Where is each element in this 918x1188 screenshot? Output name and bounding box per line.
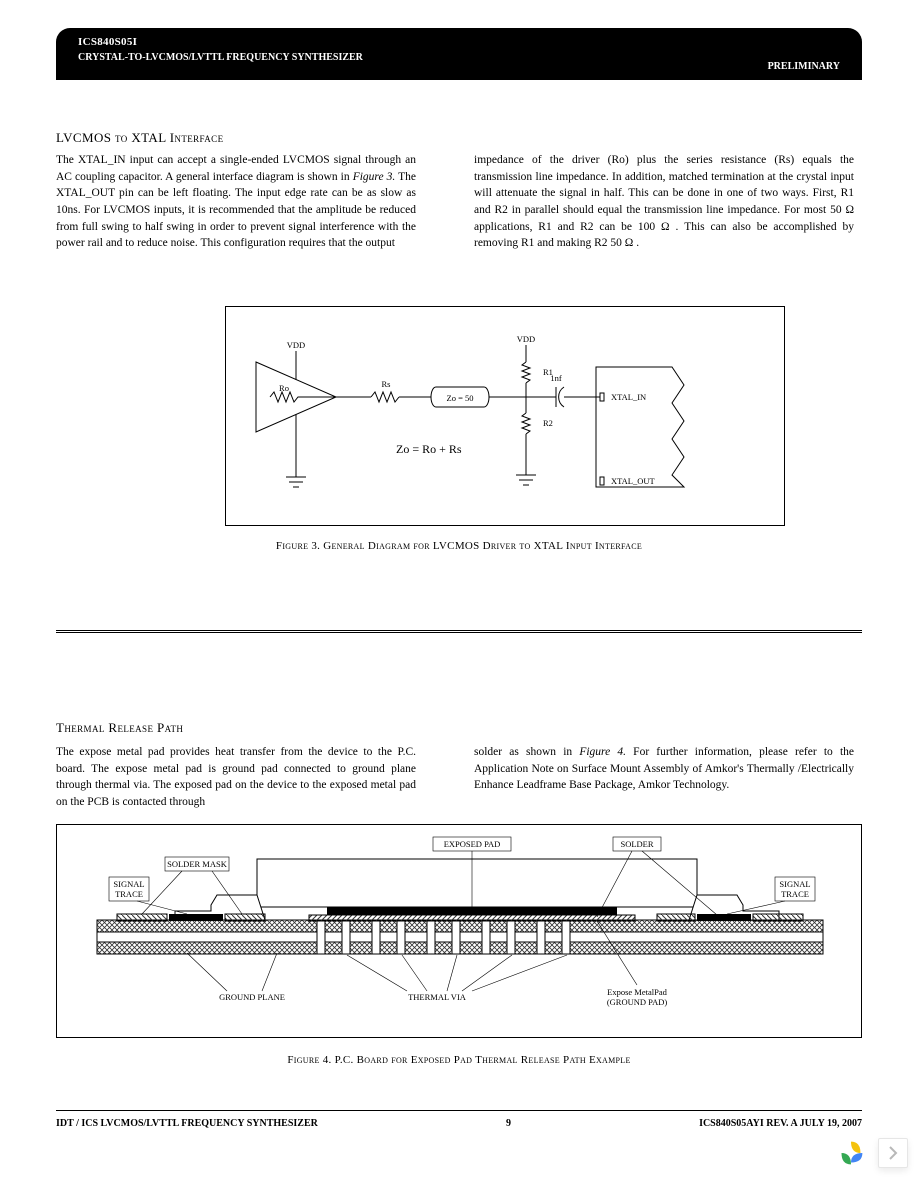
fig4-emp: Expose MetalPad(GROUND PAD) (607, 987, 668, 1007)
fig3-rs: Rs (382, 379, 391, 389)
figure3-frame: VDD Ro Rs Zo = 50 VDD R1 R2 (225, 306, 785, 526)
section-divider (56, 630, 862, 633)
omega-icon: Ω (625, 237, 634, 249)
fig3-ro: Ro (279, 383, 289, 393)
footer-page: 9 (506, 1118, 511, 1129)
s1-col2-d: . (636, 237, 639, 249)
fig4-ground-plane: GROUND PLANE (219, 992, 285, 1002)
figure4-svg: EXPOSED PAD SOLDER SOLDER MASK SIGNALTRA… (57, 825, 863, 1039)
chevron-right-icon (888, 1146, 898, 1160)
omega-icon: Ω (845, 204, 854, 216)
header-part-number: ICS840S05I (78, 36, 840, 48)
fig3-vdd2: VDD (517, 334, 535, 344)
next-page-button[interactable] (878, 1138, 908, 1168)
figure3-caption: Figure 3. General Diagram for LVCMOS Dri… (56, 540, 862, 552)
figure4-caption: Figure 4. P.C. Board for Exposed Pad The… (56, 1054, 862, 1066)
header-preliminary: PRELIMINARY (768, 61, 840, 72)
section1-col-right: impedance of the driver (Ro) plus the se… (474, 152, 854, 252)
fig3-r2: R2 (543, 418, 553, 428)
section2-heading: Thermal Release Path (56, 720, 183, 736)
footer-rule (56, 1110, 862, 1111)
fig4-thermal-via: THERMAL VIA (408, 992, 467, 1002)
omega-icon: Ω (661, 221, 670, 233)
section1-heading: LVCMOS to XTAL Interface (56, 130, 223, 146)
s2-figref: Figure 4. (579, 746, 626, 758)
s1-col2-a: impedance of the driver (Ro) plus the se… (474, 154, 854, 216)
header-title: CRYSTAL-TO-LVCMOS/LVTTL FREQUENCY SYNTHE… (78, 52, 840, 63)
s1-col2-b: applications, R1 and R2 can be 100 (474, 221, 655, 233)
fig3-c: 1nf (550, 373, 562, 383)
section2-col-right: solder as shown in Figure 4. For further… (474, 744, 854, 794)
figure4-frame: EXPOSED PAD SOLDER SOLDER MASK SIGNALTRA… (56, 824, 862, 1038)
header-bar: ICS840S05I CRYSTAL-TO-LVCMOS/LVTTL FREQU… (56, 28, 862, 80)
fig4-exposed-pad: EXPOSED PAD (444, 839, 501, 849)
fig3-xtalin: XTAL_IN (611, 392, 646, 402)
fig3-eq: Zo = Ro + Rs (396, 442, 462, 456)
s2-col2-a: solder as shown in (474, 746, 579, 758)
fig4-solder-mask: SOLDER MASK (167, 859, 228, 869)
footer-left: IDT / ICS LVCMOS/LVTTL FREQUENCY SYNTHES… (56, 1118, 318, 1129)
section2-col-left: The expose metal pad provides heat trans… (56, 744, 416, 811)
footer: IDT / ICS LVCMOS/LVTTL FREQUENCY SYNTHES… (56, 1118, 862, 1129)
footer-right: ICS840S05AYI REV. A JULY 19, 2007 (699, 1118, 862, 1129)
figure3-svg: VDD Ro Rs Zo = 50 VDD R1 R2 (226, 307, 786, 527)
section1-col-left: The XTAL_IN input can accept a single-en… (56, 152, 416, 252)
fig3-vdd1: VDD (287, 340, 305, 350)
viewer-logo-icon (832, 1134, 870, 1172)
fig3-zo: Zo = 50 (447, 393, 474, 403)
fig3-xtalout: XTAL_OUT (611, 476, 656, 486)
fig4-signal-trace-l: SIGNALTRACE (113, 879, 144, 899)
fig4-solder: SOLDER (620, 839, 653, 849)
s1-figref: Figure 3. (353, 171, 396, 183)
fig4-signal-trace-r: SIGNALTRACE (779, 879, 810, 899)
